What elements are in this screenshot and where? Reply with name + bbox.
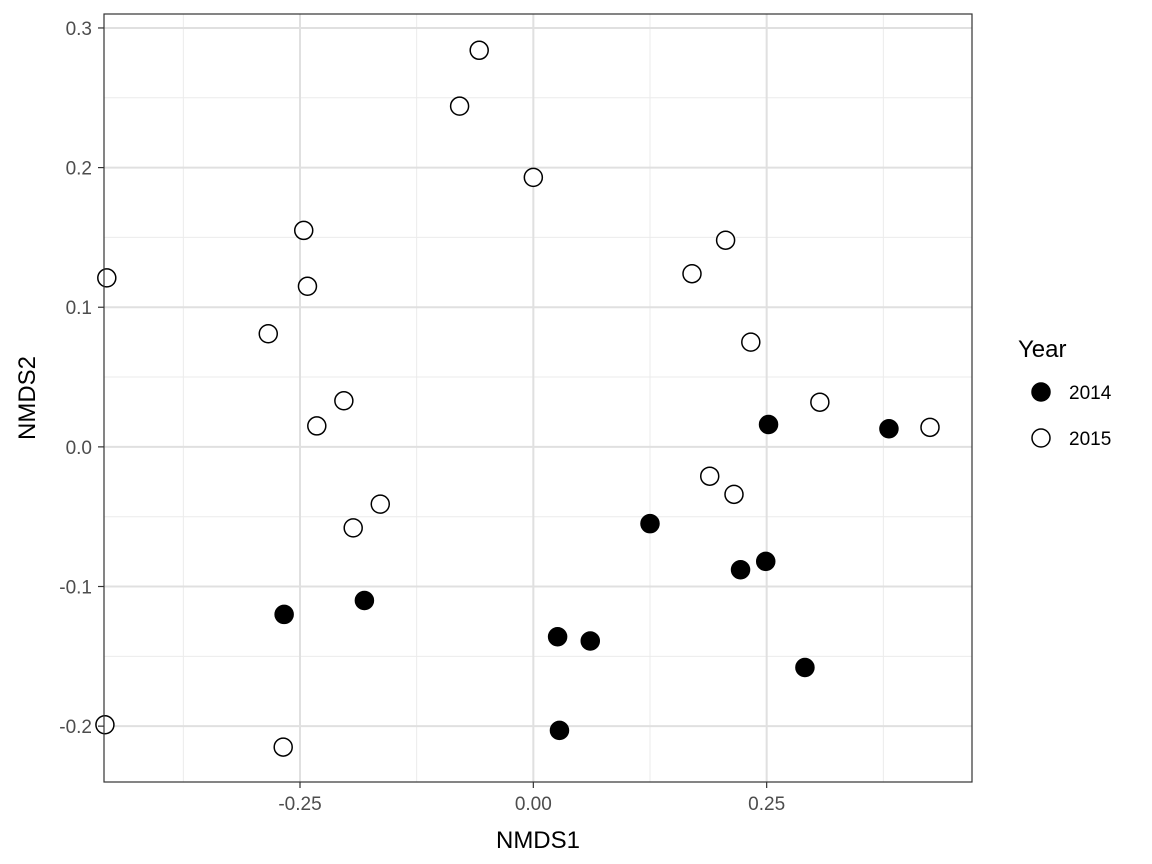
legend-label-2014: 2014 (1069, 383, 1112, 404)
point-2015 (307, 416, 327, 436)
point-2015 (741, 332, 761, 352)
legend-title: Year (1018, 336, 1067, 363)
y-tick-label: 0.0 (66, 438, 92, 459)
point-2015 (273, 737, 293, 757)
point-2015 (469, 40, 489, 61)
point-2014 (730, 560, 751, 580)
point-2015 (258, 324, 279, 344)
legend-label-2015: 2015 (1069, 429, 1111, 450)
x-tick-label: 0.25 (748, 794, 785, 815)
y-tick-label: -0.2 (59, 717, 92, 738)
point-2015 (97, 268, 117, 288)
major-gridlines (104, 14, 972, 782)
point-2015 (297, 276, 318, 297)
legend-key-2014 (1031, 382, 1051, 402)
y-tick-label: -0.1 (59, 578, 92, 599)
plot-panel (104, 14, 972, 782)
point-2014 (580, 631, 601, 651)
y-tick-label: 0.2 (66, 159, 92, 180)
point-2015 (449, 96, 470, 116)
point-2015 (715, 230, 736, 250)
point-2014 (795, 657, 815, 678)
point-2014 (549, 720, 570, 741)
legend-key-2015 (1031, 428, 1051, 448)
y-axis-ticks: -0.2 -0.1 0.0 0.1 0.2 0.3 (59, 19, 104, 738)
point-2015 (293, 220, 314, 241)
point-2014 (274, 604, 294, 625)
x-axis-ticks: -0.25 0.00 0.25 (278, 782, 785, 815)
minor-gridlines (104, 14, 972, 782)
data-points (95, 40, 940, 757)
point-2015 (920, 417, 940, 438)
point-2015 (682, 263, 702, 284)
point-2015 (724, 484, 744, 505)
plot-panel-border (103, 13, 973, 783)
point-2015 (699, 466, 720, 486)
point-2015 (95, 714, 115, 735)
point-2015 (810, 392, 830, 412)
point-2015 (343, 518, 363, 538)
point-2014 (640, 513, 660, 534)
point-2015 (334, 391, 354, 411)
legend: Year 2014 2015 (1018, 336, 1112, 450)
point-2014 (755, 551, 776, 572)
point-2014 (354, 590, 375, 611)
point-2014 (758, 414, 779, 435)
y-tick-label: 0.3 (66, 19, 92, 40)
y-tick-label: 0.1 (66, 298, 92, 319)
point-2015 (370, 494, 391, 514)
point-2014 (879, 418, 899, 439)
point-2015 (523, 167, 544, 188)
x-tick-label: -0.25 (278, 794, 321, 815)
x-tick-label: 0.00 (515, 794, 552, 815)
point-2014 (547, 627, 568, 647)
y-axis-title: NMDS2 (14, 356, 41, 440)
x-axis-title: NMDS1 (496, 827, 580, 854)
